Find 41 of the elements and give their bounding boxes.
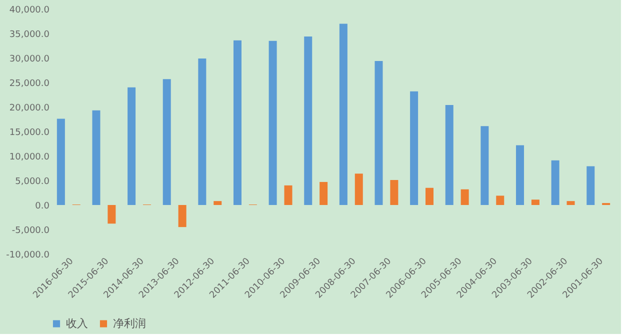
- bar: [426, 188, 434, 205]
- y-tick-label: 20,000.0: [9, 104, 50, 114]
- y-tick-label: 35,000.0: [9, 30, 50, 40]
- bar: [354, 174, 363, 205]
- y-tick-label: 25,000.0: [9, 79, 50, 89]
- bar: [480, 126, 489, 205]
- bar: [496, 196, 504, 205]
- y-tick-label: -10,000.0: [6, 250, 50, 260]
- y-tick-label: 10,000.0: [9, 152, 50, 162]
- bar: [284, 185, 292, 205]
- bar: [162, 79, 171, 205]
- bar: [108, 205, 116, 224]
- bar: [233, 40, 242, 205]
- legend-label: 净利润: [113, 316, 146, 330]
- bar: [551, 160, 560, 205]
- bar: [390, 180, 398, 205]
- legend-label: 收入: [66, 316, 88, 330]
- bar: [516, 145, 524, 205]
- bar: [304, 36, 312, 205]
- y-tick-label: 0.0: [35, 202, 50, 212]
- bar: [410, 91, 418, 205]
- bar: [374, 60, 383, 205]
- bar: [531, 200, 540, 205]
- bar: [214, 201, 222, 205]
- bar: [56, 118, 65, 205]
- y-tick-label: -5,000.0: [12, 226, 50, 236]
- y-tick-label: 40,000.0: [9, 6, 50, 16]
- bar: [339, 24, 348, 205]
- bar: [586, 166, 595, 205]
- bar: [92, 110, 100, 205]
- bar: [566, 201, 575, 205]
- bar: [460, 189, 469, 205]
- bar: [268, 40, 277, 205]
- bar: [320, 182, 328, 205]
- bar: [128, 87, 136, 205]
- y-tick-label: 5,000.0: [15, 177, 50, 187]
- y-tick-label: 30,000.0: [9, 54, 50, 64]
- bar: [178, 205, 186, 228]
- bar: [198, 58, 206, 205]
- y-tick-label: 15,000.0: [9, 128, 50, 138]
- bar: [445, 105, 454, 205]
